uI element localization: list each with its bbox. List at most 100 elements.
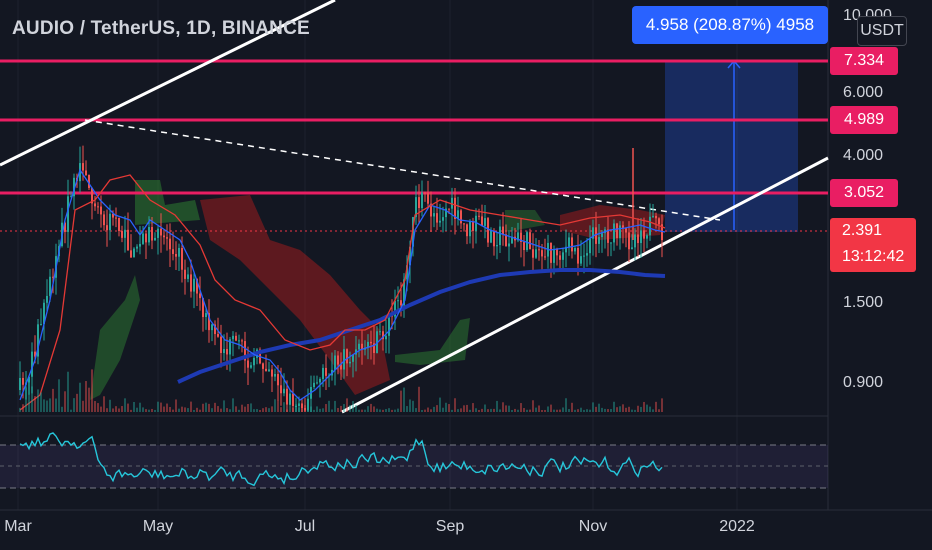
volume-bar bbox=[37, 389, 39, 412]
measure-range-box[interactable] bbox=[665, 60, 798, 232]
candle-body bbox=[607, 229, 609, 243]
candle-body bbox=[196, 278, 198, 294]
currency-button[interactable]: USDT bbox=[857, 16, 907, 46]
candle-body bbox=[541, 250, 543, 257]
candle-body bbox=[127, 229, 129, 251]
volume-bar bbox=[610, 408, 612, 412]
volume-bar bbox=[556, 409, 558, 412]
candle-body bbox=[382, 331, 384, 340]
volume-bar bbox=[328, 400, 330, 412]
candle-body bbox=[379, 331, 381, 333]
volume-bar bbox=[277, 400, 279, 412]
candle-body bbox=[121, 231, 123, 238]
volume-bar bbox=[340, 405, 342, 412]
level-badge-3052: 3.052 bbox=[830, 179, 898, 207]
candle-body bbox=[295, 405, 297, 407]
candle-body bbox=[505, 234, 507, 247]
candle-body bbox=[586, 253, 588, 256]
candle-body bbox=[394, 300, 396, 317]
resistance-levels[interactable] bbox=[0, 59, 828, 195]
candle-body bbox=[574, 247, 576, 252]
candle-body bbox=[115, 217, 117, 219]
volume-bar bbox=[97, 403, 99, 412]
trendlines[interactable] bbox=[0, 0, 829, 414]
volume-bar bbox=[544, 409, 546, 412]
volume-bar bbox=[265, 407, 267, 412]
candle-body bbox=[154, 237, 156, 241]
candle-body bbox=[442, 217, 444, 221]
volume-bar bbox=[517, 409, 519, 412]
volume-bar bbox=[358, 409, 360, 412]
candle-body bbox=[82, 163, 84, 171]
volume-bar bbox=[649, 406, 651, 412]
volume-bar bbox=[193, 409, 195, 412]
volume-bar bbox=[91, 369, 93, 412]
volume-bar bbox=[43, 399, 45, 412]
candle-body bbox=[520, 232, 522, 242]
candle-body bbox=[157, 228, 159, 238]
candle-body bbox=[280, 385, 282, 394]
dashed-resistance-trendline[interactable] bbox=[84, 119, 721, 221]
candle-body bbox=[211, 324, 213, 331]
volume-bar bbox=[22, 404, 24, 412]
volume-bar bbox=[400, 390, 402, 412]
volume-bar bbox=[295, 404, 297, 412]
candle-body bbox=[22, 378, 24, 385]
candle-body bbox=[229, 339, 231, 355]
candle-body bbox=[484, 218, 486, 226]
volume-bar bbox=[151, 408, 153, 412]
candle-body bbox=[169, 238, 171, 250]
candle-body bbox=[43, 302, 45, 325]
candle-body bbox=[148, 227, 150, 243]
volume-bar bbox=[271, 406, 273, 412]
time-tick: Sep bbox=[436, 518, 465, 535]
volume-bar bbox=[469, 409, 471, 412]
volume-bar bbox=[577, 409, 579, 412]
candle-body bbox=[67, 196, 69, 232]
candle-body bbox=[466, 224, 468, 237]
candle-body bbox=[658, 218, 660, 225]
volume-bar bbox=[88, 387, 90, 412]
price-axis[interactable]: 10.000 6.000 4.000 1.500 0.900 bbox=[843, 7, 892, 391]
candle-body bbox=[646, 235, 648, 239]
volume-bar bbox=[46, 400, 48, 412]
time-axis[interactable]: Mar May Jul Sep Nov 2022 bbox=[4, 518, 755, 535]
volume-bar bbox=[325, 404, 327, 412]
candle-body bbox=[112, 213, 114, 218]
candle-body bbox=[622, 225, 624, 229]
ma-200-line bbox=[177, 268, 666, 384]
current-price-badge: 2.391 13:12:42 bbox=[830, 218, 916, 272]
volume-bar bbox=[502, 402, 504, 412]
volume-bar bbox=[166, 403, 168, 412]
volume-bar bbox=[616, 407, 618, 412]
rsi-line bbox=[19, 432, 663, 487]
volume-bar bbox=[100, 406, 102, 412]
volume-bar bbox=[553, 409, 555, 412]
candle-body bbox=[49, 276, 51, 296]
volume-bar bbox=[490, 408, 492, 412]
volume-bar bbox=[346, 398, 348, 412]
current-price-value: 2.391 bbox=[842, 222, 883, 239]
symbol-title[interactable]: AUDIO / TetherUS, 1D, BINANCE bbox=[12, 18, 310, 39]
volume-bar bbox=[148, 409, 150, 412]
volume-bar bbox=[466, 404, 468, 412]
volume-bar bbox=[172, 409, 174, 412]
candle-body bbox=[220, 336, 222, 354]
volume-bar bbox=[598, 403, 600, 412]
volume-bar bbox=[646, 404, 648, 412]
price-tick: 1.500 bbox=[843, 294, 883, 311]
kijun-line bbox=[19, 174, 666, 411]
candle-body bbox=[580, 256, 582, 264]
candle-body bbox=[610, 242, 612, 244]
candle-body bbox=[370, 341, 372, 344]
level-badge-7334: 7.334 bbox=[830, 47, 898, 75]
volume-bar bbox=[583, 409, 585, 412]
candle-body bbox=[439, 220, 441, 223]
candle-body bbox=[385, 335, 387, 340]
volume-bar bbox=[313, 409, 315, 412]
candle-body bbox=[247, 360, 249, 368]
candle-body bbox=[553, 249, 555, 263]
candle-body bbox=[151, 227, 153, 241]
candles bbox=[19, 145, 663, 412]
